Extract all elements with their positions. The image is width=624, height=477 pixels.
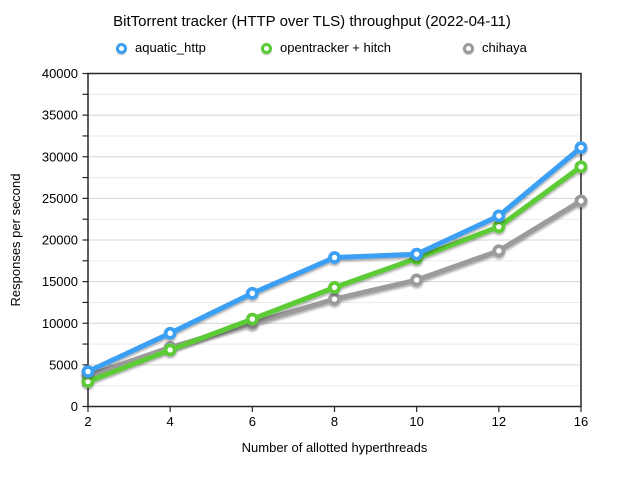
y-axis-title: Responses per second bbox=[8, 174, 23, 307]
plot-frame bbox=[87, 72, 582, 408]
series-opentracker-hitch bbox=[81, 160, 588, 388]
data-point-hole bbox=[496, 213, 502, 219]
legend-label: chihaya bbox=[482, 40, 527, 55]
x-tick-label: 6 bbox=[249, 414, 256, 429]
data-point-hole bbox=[167, 347, 173, 353]
x-tick-label: 12 bbox=[492, 414, 506, 429]
data-point-hole bbox=[413, 277, 420, 283]
data-point-hole bbox=[578, 164, 584, 170]
data-point-hole bbox=[85, 378, 91, 385]
data-point-hole bbox=[578, 198, 584, 204]
legend-item-chihaya: chihaya bbox=[463, 40, 527, 56]
x-tick-label: 8 bbox=[331, 414, 338, 429]
y-tick-label: 25000 bbox=[42, 191, 78, 206]
data-point-hole bbox=[413, 251, 420, 257]
data-point-hole bbox=[331, 296, 338, 302]
data-point-hole bbox=[249, 316, 256, 322]
y-tick-label: 10000 bbox=[42, 316, 78, 331]
data-point-hole bbox=[249, 290, 256, 296]
legend-label: opentracker + hitch bbox=[280, 40, 391, 55]
y-tick-label: 15000 bbox=[42, 274, 78, 289]
x-axis-title: Number of allotted hyperthreads bbox=[242, 440, 428, 455]
x-tick-label: 4 bbox=[167, 414, 174, 429]
legend-marker-icon bbox=[261, 42, 272, 54]
y-tick-label: 30000 bbox=[42, 149, 78, 164]
series-aquatic-http bbox=[81, 141, 588, 378]
data-point-hole bbox=[578, 144, 584, 151]
y-tick-label: 20000 bbox=[42, 233, 78, 248]
data-point-hole bbox=[496, 248, 502, 254]
legend-item-opentracker-hitch: opentracker + hitch bbox=[261, 40, 391, 56]
x-tick-label: 2 bbox=[84, 414, 91, 429]
legend-marker-icon bbox=[116, 42, 127, 54]
data-point-hole bbox=[496, 223, 502, 230]
legend-label: aquatic_http bbox=[135, 40, 206, 55]
y-tick-label: 0 bbox=[71, 399, 78, 414]
y-tick-label: 5000 bbox=[49, 357, 78, 372]
data-point-hole bbox=[331, 254, 338, 261]
data-point-hole bbox=[85, 368, 91, 375]
chart-legend: aquatic_http opentracker + hitch chihaya bbox=[0, 40, 624, 56]
legend-marker-icon bbox=[463, 42, 474, 54]
chart-title: BitTorrent tracker (HTTP over TLS) throu… bbox=[113, 13, 511, 30]
legend-item-aquatic-http: aquatic_http bbox=[116, 40, 206, 56]
y-tick-label: 35000 bbox=[42, 108, 78, 123]
x-tick-label: 16 bbox=[574, 414, 588, 429]
data-point-hole bbox=[331, 284, 338, 291]
y-tick-label: 40000 bbox=[42, 66, 78, 81]
data-point-hole bbox=[167, 330, 173, 336]
x-tick-label: 10 bbox=[409, 414, 423, 429]
